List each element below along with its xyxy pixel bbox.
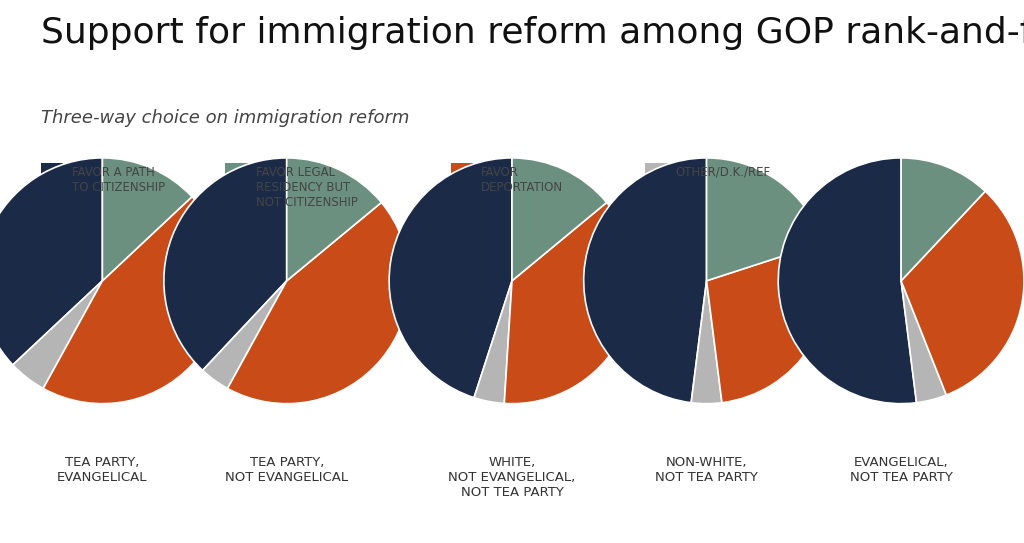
Wedge shape bbox=[901, 158, 985, 281]
Text: Three-way choice on immigration reform: Three-way choice on immigration reform bbox=[41, 109, 410, 127]
Text: OTHER/D.K./REF: OTHER/D.K./REF bbox=[676, 166, 771, 179]
Wedge shape bbox=[691, 281, 722, 403]
Wedge shape bbox=[901, 191, 1024, 395]
Wedge shape bbox=[584, 158, 707, 403]
Text: TEA PARTY,
NOT EVANGELICAL: TEA PARTY, NOT EVANGELICAL bbox=[225, 456, 348, 484]
Wedge shape bbox=[474, 281, 512, 403]
Wedge shape bbox=[389, 158, 512, 397]
Wedge shape bbox=[203, 281, 287, 388]
Wedge shape bbox=[0, 158, 102, 365]
Text: NON-WHITE,
NOT TEA PARTY: NON-WHITE, NOT TEA PARTY bbox=[655, 456, 758, 484]
Wedge shape bbox=[164, 158, 287, 370]
Wedge shape bbox=[287, 158, 381, 281]
Wedge shape bbox=[43, 197, 225, 403]
Wedge shape bbox=[504, 203, 635, 403]
Wedge shape bbox=[778, 158, 916, 403]
Wedge shape bbox=[512, 158, 606, 281]
Wedge shape bbox=[227, 203, 410, 403]
Text: FAVOR
DEPORTATION: FAVOR DEPORTATION bbox=[481, 166, 563, 194]
Wedge shape bbox=[102, 158, 191, 281]
Wedge shape bbox=[707, 158, 823, 281]
Wedge shape bbox=[13, 281, 102, 388]
Text: Support for immigration reform among GOP rank-and-file: Support for immigration reform among GOP… bbox=[41, 16, 1024, 50]
Text: WHITE,
NOT EVANGELICAL,
NOT TEA PARTY: WHITE, NOT EVANGELICAL, NOT TEA PARTY bbox=[449, 456, 575, 499]
Text: EVANGELICAL,
NOT TEA PARTY: EVANGELICAL, NOT TEA PARTY bbox=[850, 456, 952, 484]
Wedge shape bbox=[707, 243, 829, 403]
Text: TEA PARTY,
EVANGELICAL: TEA PARTY, EVANGELICAL bbox=[57, 456, 147, 484]
Text: FAVOR LEGAL
RESIDENCY BUT
NOT CITIZENSHIP: FAVOR LEGAL RESIDENCY BUT NOT CITIZENSHI… bbox=[256, 166, 357, 209]
Text: FAVOR A PATH
TO CITIZENSHIP: FAVOR A PATH TO CITIZENSHIP bbox=[72, 166, 165, 194]
Wedge shape bbox=[901, 281, 946, 403]
